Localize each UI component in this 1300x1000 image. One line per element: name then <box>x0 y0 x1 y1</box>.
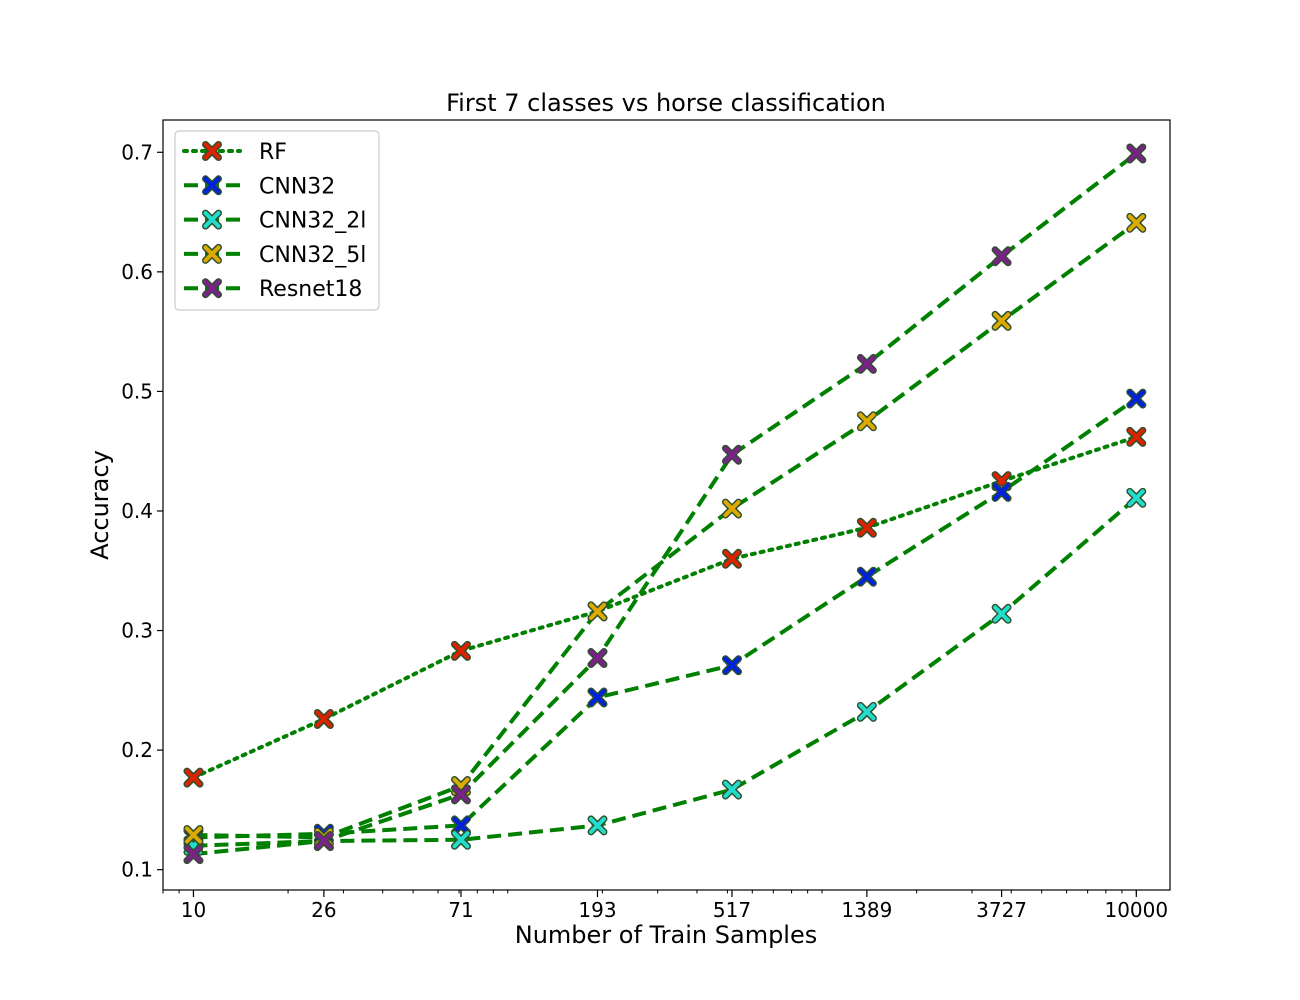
legend-label: Resnet18 <box>259 277 362 302</box>
legend-label: CNN32 <box>259 174 335 199</box>
data-point-cnn32-2l <box>856 701 877 722</box>
x-tick-label: 10000 <box>1104 898 1168 922</box>
data-point-rf <box>1126 426 1147 447</box>
legend-marker <box>202 243 222 264</box>
legend-item: RF <box>182 140 287 165</box>
data-point-resnet18 <box>991 246 1012 267</box>
data-point-cnn32 <box>991 481 1012 502</box>
data-point-cnn32-2l <box>450 829 471 850</box>
data-point-rf <box>313 709 334 730</box>
data-point-rf <box>183 767 204 788</box>
chart-title: First 7 classes vs horse classification <box>446 89 886 117</box>
y-axis-title: Accuracy <box>86 450 114 560</box>
data-point-cnn32-2l <box>587 815 608 836</box>
x-tick-label: 517 <box>713 898 751 922</box>
series-lines <box>191 151 1139 857</box>
y-tick-label: 0.4 <box>121 499 153 523</box>
data-point-cnn32 <box>450 815 471 836</box>
data-point-cnn32-5l <box>587 601 608 622</box>
x-tick-label: 193 <box>578 898 616 922</box>
data-point-resnet18 <box>450 784 471 805</box>
legend-item: CNN32_5l <box>184 243 366 268</box>
y-tick-label: 0.1 <box>121 858 153 882</box>
data-point-cnn32-5l <box>991 310 1012 331</box>
series-line-resnet18 <box>193 151 1138 857</box>
x-tick-label: 71 <box>448 898 473 922</box>
plot-area-frame <box>162 119 1171 891</box>
data-point-cnn32 <box>856 566 877 587</box>
x-tick-label: 26 <box>311 898 336 922</box>
data-point-rf <box>721 548 742 569</box>
legend-marker <box>202 278 222 299</box>
data-point-cnn32-2l <box>721 779 742 800</box>
legend-item: Resnet18 <box>184 277 362 302</box>
axes-ticks: 0.1 0.2 0.3 0.4 0.5 0.6 0.7 10 26 71 193 517 1389 372… <box>121 140 1168 922</box>
data-point-cnn32-2l <box>991 603 1012 624</box>
series-line-cnn32-5l <box>193 221 1138 840</box>
data-point-cnn32-5l <box>856 411 877 432</box>
data-point-cnn32-5l <box>183 825 204 845</box>
legend-marker <box>202 175 222 196</box>
x-tick-label: 1389 <box>841 898 892 922</box>
data-point-rf <box>856 517 877 538</box>
series-markers <box>183 143 1147 865</box>
y-tick-label: 0.6 <box>121 260 153 284</box>
data-point-resnet18 <box>721 444 742 465</box>
legend-box <box>174 130 380 311</box>
legend-label: CNN32_2l <box>259 209 366 234</box>
data-point-resnet18 <box>587 648 608 669</box>
data-point-resnet18 <box>183 844 204 865</box>
data-point-cnn32 <box>1126 388 1147 409</box>
legend: RF CNN32 CNN32_2l CNN32_5l Resnet18 <box>174 130 380 311</box>
y-tick-label: 0.3 <box>121 619 153 643</box>
data-point-cnn32-5l <box>721 498 742 519</box>
legend-marker <box>202 141 222 161</box>
data-point-resnet18 <box>856 353 877 374</box>
y-tick-label: 0.5 <box>121 379 153 403</box>
data-point-cnn32 <box>721 655 742 676</box>
x-tick-label: 10 <box>181 898 206 922</box>
legend-label: RF <box>259 140 287 165</box>
data-point-cnn32 <box>587 687 608 708</box>
legend-item: CNN32_2l <box>184 209 366 234</box>
x-axis-title: Number of Train Samples <box>515 921 818 949</box>
data-point-resnet18 <box>1126 143 1147 164</box>
data-point-cnn32-2l <box>1126 487 1147 508</box>
x-tick-label: 3727 <box>976 898 1027 922</box>
y-tick-label: 0.2 <box>121 738 153 762</box>
data-point-rf <box>450 640 471 661</box>
legend-item: CNN32 <box>184 174 335 199</box>
series-line-rf <box>191 434 1139 780</box>
y-tick-label: 0.7 <box>121 140 153 164</box>
legend-marker <box>202 209 222 230</box>
legend-label: CNN32_5l <box>259 243 366 268</box>
series-line-cnn32-2l <box>193 496 1138 848</box>
data-point-cnn32-5l <box>1126 212 1147 233</box>
data-point-resnet18 <box>313 830 334 851</box>
